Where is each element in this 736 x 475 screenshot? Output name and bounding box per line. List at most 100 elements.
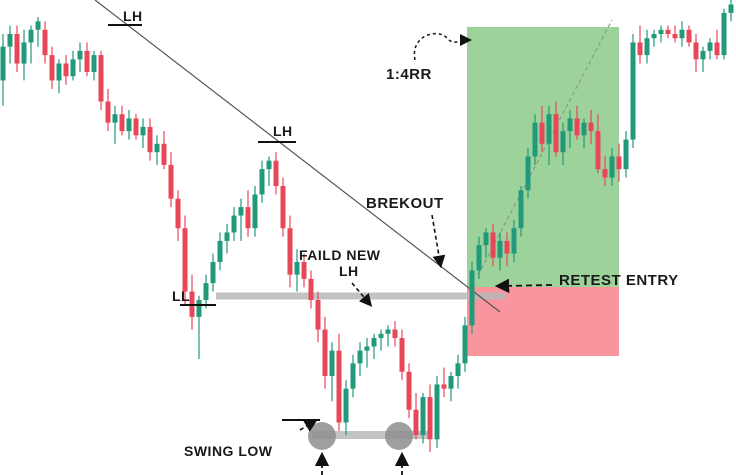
candle [672,25,678,43]
candle [357,342,363,376]
candle-body [567,118,573,132]
candle [217,232,223,271]
candle [707,38,713,60]
candle-body [147,126,153,153]
candle-body [336,350,342,423]
candle [364,338,370,368]
candle-body [455,363,461,376]
candle-body [595,131,601,170]
candle [413,392,419,440]
candle [161,131,167,170]
candle [210,253,216,292]
candle-body [14,34,20,64]
candle [609,148,615,186]
candle [49,46,55,89]
candle-body [175,198,181,229]
candle [574,105,580,140]
candle [203,274,209,309]
candle [98,50,104,110]
candle-body [35,21,41,30]
candle [651,29,657,47]
candle-body [700,50,706,60]
candle-body [245,207,251,229]
candle [245,190,251,237]
candle-body [714,42,720,56]
risk-reward-label: 1:4RR [386,66,432,83]
candle-body [525,156,531,191]
candle-body [693,42,699,60]
candle-body [378,333,384,338]
candle [35,17,41,47]
candle-body [532,122,538,157]
candle-body [574,118,580,136]
candle [455,354,461,389]
candle-body [168,164,174,199]
candle [84,42,90,77]
candle-body [196,300,202,317]
candle-body [511,228,517,254]
faild-new-lh-label-line1: FAILD NEW [299,247,381,263]
candle [686,25,692,47]
candle [0,34,6,106]
candle-body [413,409,419,436]
candle-body [91,55,97,72]
candle [490,224,496,267]
candle-body [497,240,503,258]
candle [665,25,671,39]
candle-body [728,4,734,13]
candle-body [224,232,230,241]
candle [21,29,27,81]
candle [588,110,594,144]
candle [721,8,727,60]
candle-body [70,59,76,77]
swing-low-marker-2 [385,422,413,450]
candle [539,105,545,153]
candle [469,262,475,334]
candle-body [560,131,566,153]
candle-body [371,338,377,347]
candle [28,25,34,64]
candle-body [63,63,69,77]
candle [231,207,237,241]
candle-body [154,143,160,153]
candle [308,270,314,309]
candle [266,156,272,186]
candle [105,88,111,132]
candle [77,42,83,72]
candle-body [469,270,475,326]
candle-body [672,34,678,39]
candle-body [385,329,391,334]
candle-body [658,29,664,34]
candle [595,114,601,174]
candle-body [420,397,426,436]
candle [42,21,48,64]
candle-body [651,34,657,39]
candle-body [707,42,713,51]
candle-body [581,122,587,136]
candle [504,232,510,267]
candle-body [231,215,237,233]
candle-body [259,169,265,195]
candle-body [273,160,279,186]
candle [147,118,153,161]
candle-body [112,114,118,123]
candle-body [665,29,671,34]
candle-body [315,300,321,330]
candle [581,118,587,148]
candle [294,249,300,292]
risk-reward-arrow [413,32,472,61]
candle [476,236,482,279]
candle-body [133,118,139,136]
candle-body [476,245,482,271]
brekout-label: BREKOUT [366,195,444,212]
candle [238,198,244,241]
candle [658,25,664,43]
swing-low-arrow-1 [299,419,318,432]
candle [154,135,160,165]
candle [140,118,146,148]
candle-body [504,240,510,254]
candle-body [182,228,188,292]
candle [336,333,342,431]
candle-body [252,194,258,229]
candle-body [238,207,244,216]
